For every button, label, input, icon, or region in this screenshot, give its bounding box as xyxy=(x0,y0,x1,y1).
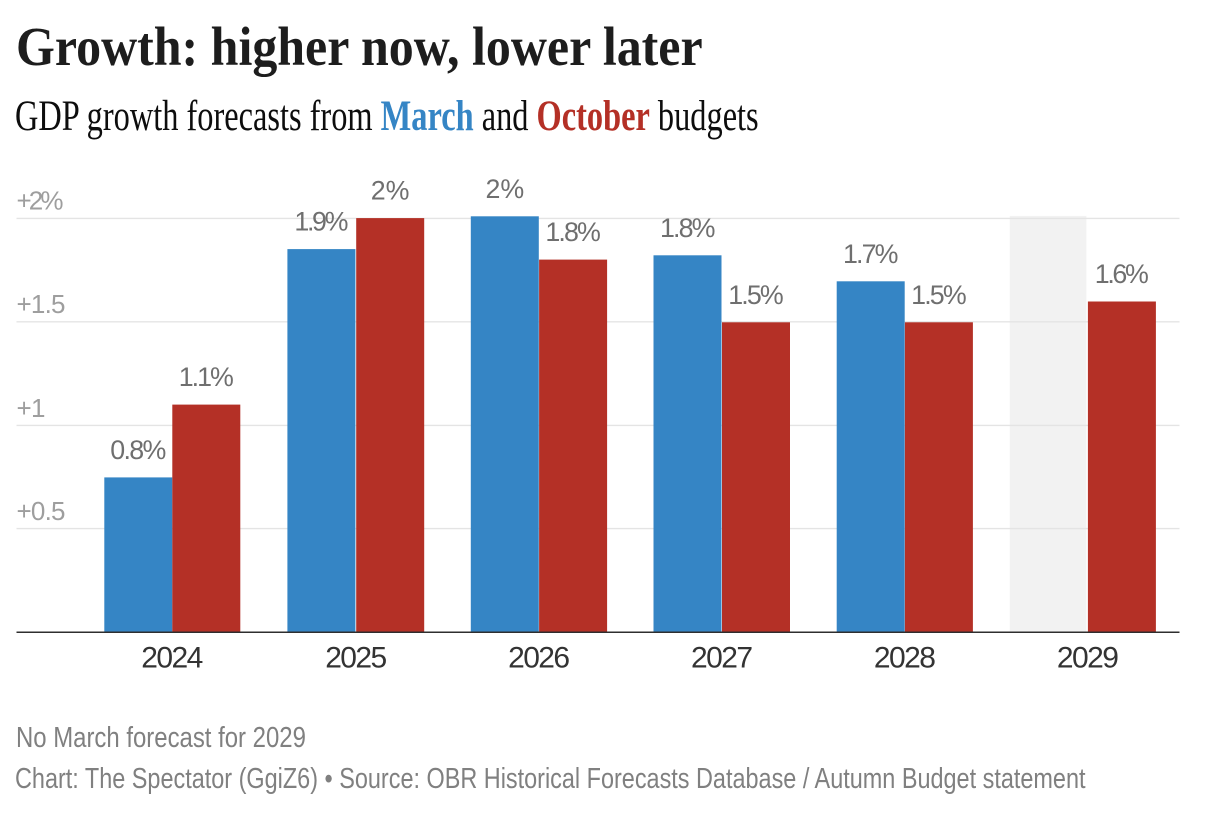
svg-text:2029: 2029 xyxy=(1057,641,1119,674)
svg-text:0.8%: 0.8% xyxy=(110,435,166,465)
svg-text:2027: 2027 xyxy=(691,641,753,674)
svg-text:2%: 2% xyxy=(486,174,525,204)
svg-text:2028: 2028 xyxy=(874,641,936,674)
svg-text:1.9%: 1.9% xyxy=(294,207,348,237)
svg-text:+2%: +2% xyxy=(17,185,64,215)
svg-text:1.8%: 1.8% xyxy=(545,217,601,247)
svg-text:2%: 2% xyxy=(371,176,410,206)
svg-text:1.6%: 1.6% xyxy=(1095,259,1149,289)
svg-text:1.5%: 1.5% xyxy=(728,280,784,310)
svg-text:1.8%: 1.8% xyxy=(660,213,716,243)
svg-text:+0.5: +0.5 xyxy=(17,496,66,526)
svg-text:1.5%: 1.5% xyxy=(911,280,967,310)
svg-text:1.1%: 1.1% xyxy=(179,362,234,392)
svg-text:2026: 2026 xyxy=(508,641,570,674)
svg-text:2024: 2024 xyxy=(141,641,203,674)
svg-text:1.7%: 1.7% xyxy=(843,239,899,269)
svg-text:+1: +1 xyxy=(17,393,46,423)
svg-text:+1.5: +1.5 xyxy=(17,289,66,319)
svg-text:2025: 2025 xyxy=(325,641,387,674)
